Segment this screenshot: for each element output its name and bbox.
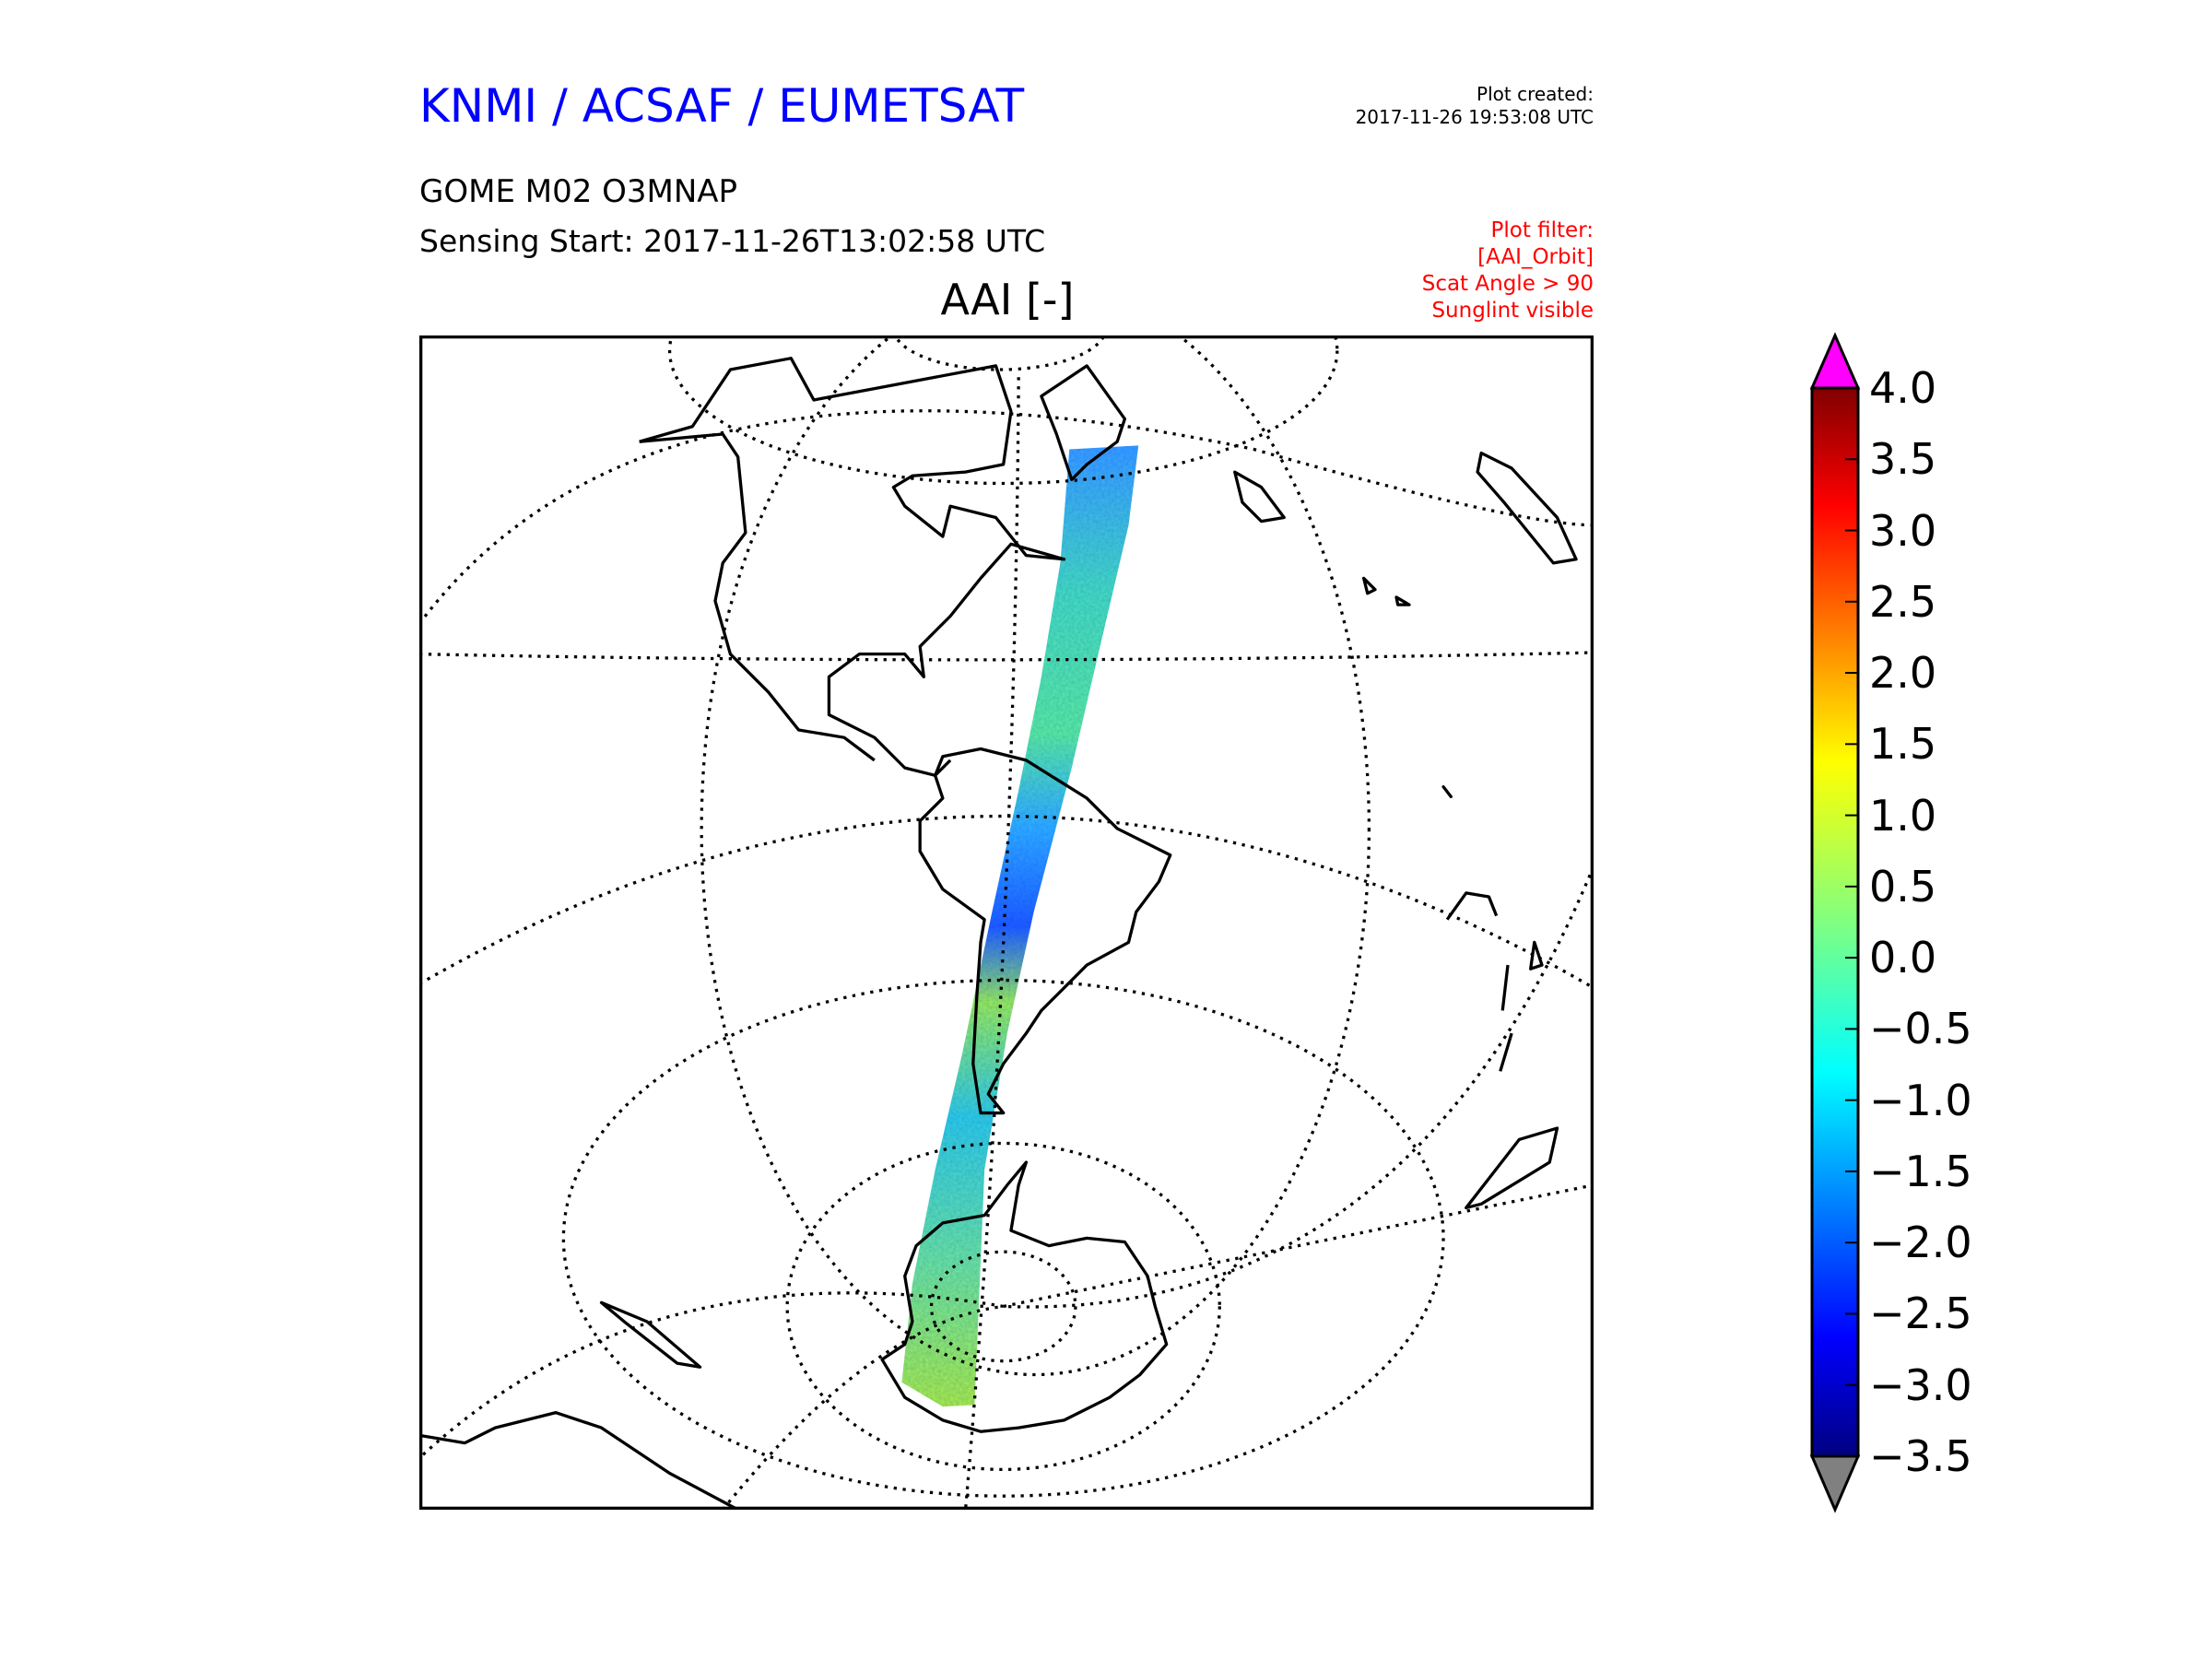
- colorbar-tick-label: −0.5: [1869, 1004, 1972, 1054]
- colorbar-ticks: [1845, 387, 1858, 1457]
- coastlines: [419, 357, 1578, 1510]
- colorbar-tick-label: −1.5: [1869, 1146, 1972, 1196]
- colorbar-tick-label: 1.5: [1869, 719, 1937, 770]
- colorbar-tick-label: 3.0: [1869, 505, 1937, 556]
- south-america-coast: [918, 747, 1172, 1115]
- australia-coast: [419, 1300, 739, 1510]
- islands: [1361, 576, 1453, 799]
- map-panel: [419, 335, 1594, 1510]
- colorbar-tick-label: 4.0: [1869, 363, 1937, 413]
- colorbar-tick-label: 0.5: [1869, 861, 1937, 912]
- africa-coast: [1445, 891, 1559, 1210]
- plot-title: AAI [-]: [940, 275, 1075, 324]
- colorbar-tick-label: 2.0: [1869, 648, 1937, 699]
- filter-line: [AAI_Orbit]: [1477, 245, 1594, 269]
- north-america-coast: [639, 357, 1066, 777]
- colorbar-tick-label: 2.5: [1869, 576, 1937, 627]
- filter-line: Scat Angle > 90: [1421, 272, 1594, 296]
- satellite-swath: [901, 445, 1139, 1407]
- plot-created: Plot created: 2017-11-26 19:53:08 UTC: [1356, 83, 1594, 129]
- colorbar-under-extension: [1809, 1454, 1861, 1513]
- colorbar: [1809, 332, 1861, 1513]
- colorbar-tick-label: −3.5: [1869, 1431, 1972, 1481]
- colorbar-gradient: [1810, 386, 1860, 1458]
- map-frame: [419, 335, 1594, 1510]
- organisation-title: KNMI / ACSAF / EUMETSAT: [419, 79, 1025, 133]
- colorbar-tick-label: 1.0: [1869, 790, 1937, 841]
- sensing-start: Sensing Start: 2017-11-26T13:02:58 UTC: [419, 223, 1046, 259]
- colorbar-tick-label: −2.0: [1869, 1218, 1972, 1268]
- colorbar-tick-label: −2.5: [1869, 1288, 1972, 1339]
- plot-filter: Plot filter: [AAI_Orbit] Scat Angle > 90…: [1422, 218, 1594, 324]
- colorbar-over-extension: [1809, 332, 1861, 390]
- colorbar-tick-label: −1.0: [1869, 1075, 1972, 1125]
- colorbar-tick-label: −3.0: [1869, 1359, 1972, 1410]
- greenland-coast: [1040, 364, 1127, 482]
- colorbar-tick-label: 0.0: [1869, 933, 1937, 983]
- plot-created-label: Plot created:: [1477, 83, 1594, 105]
- antarctica-coast: [880, 1160, 1169, 1433]
- europe-coast: [1233, 451, 1578, 565]
- filter-line: Sunglint visible: [1431, 299, 1594, 323]
- graticule: [419, 335, 1594, 1510]
- colorbar-tick-label: 3.5: [1869, 434, 1937, 485]
- product-name: GOME M02 O3MNAP: [419, 173, 738, 210]
- filter-line: Plot filter:: [1490, 218, 1594, 242]
- plot-created-value: 2017-11-26 19:53:08 UTC: [1355, 106, 1594, 128]
